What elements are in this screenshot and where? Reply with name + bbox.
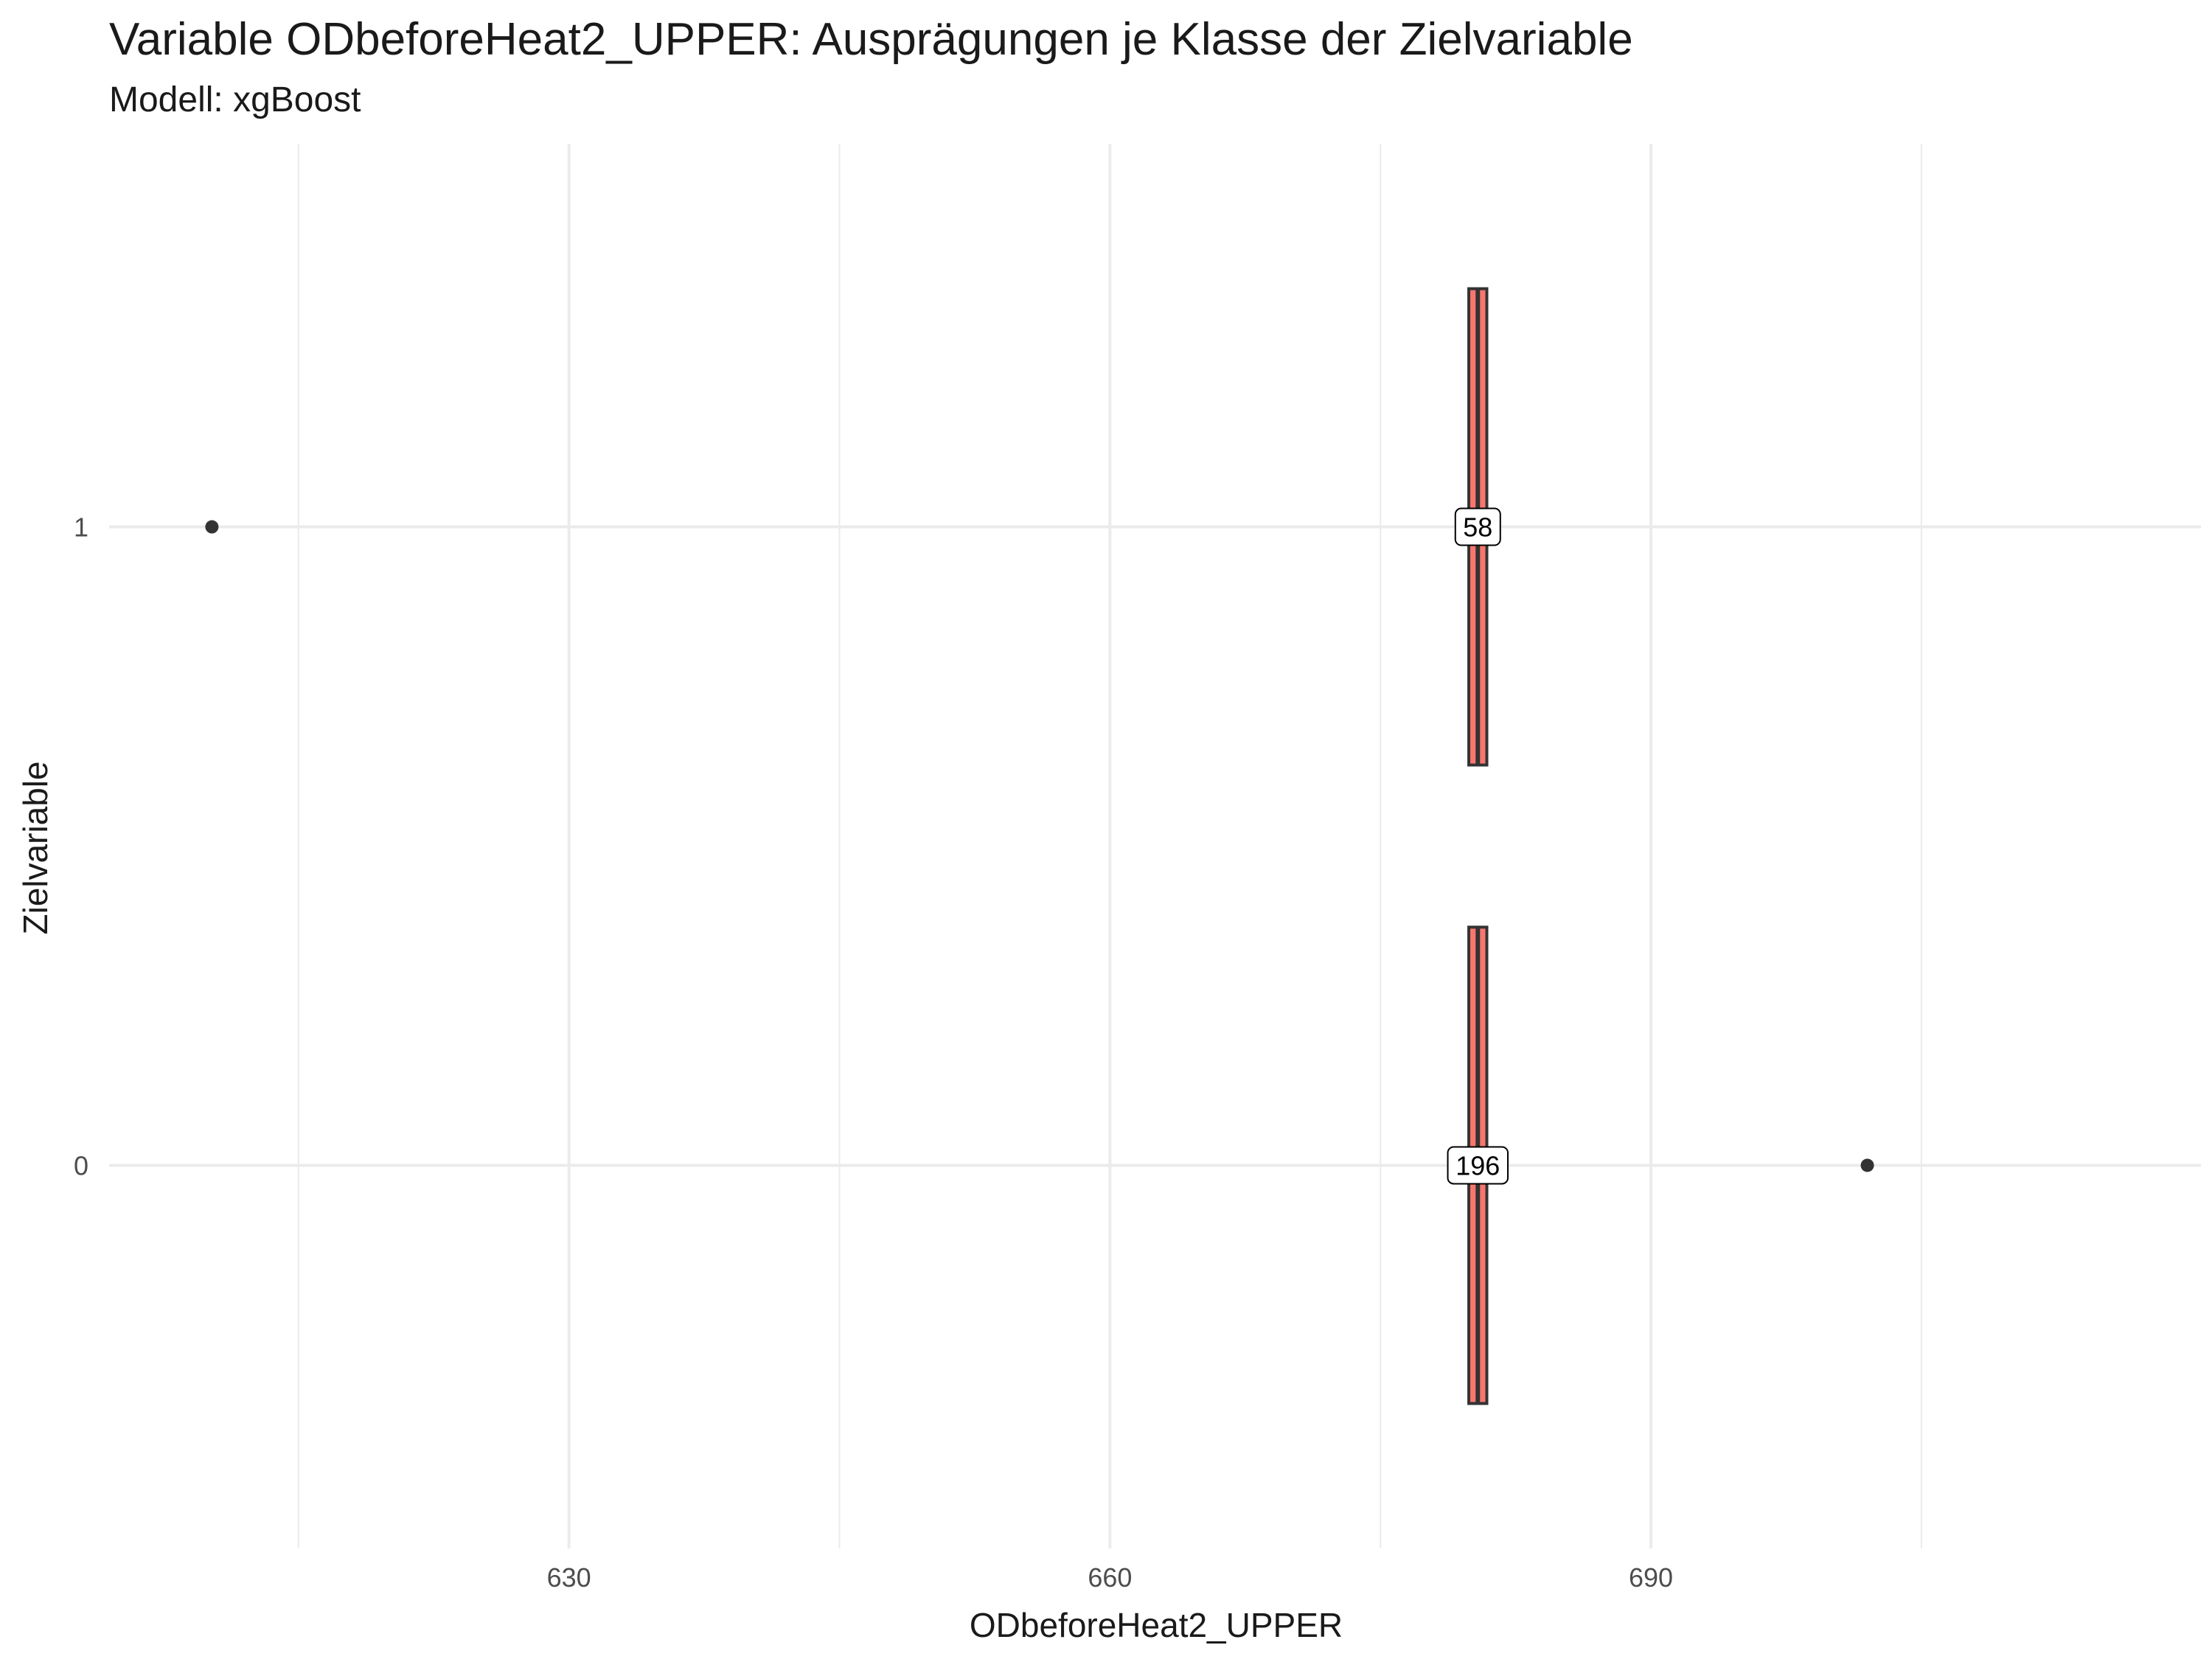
box-group: 58 xyxy=(205,287,1501,767)
x-tick-label: 690 xyxy=(1629,1562,1673,1593)
chart-subtitle: Modell: xgBoost xyxy=(109,80,361,119)
count-label: 196 xyxy=(1455,1150,1500,1180)
x-tick-label: 660 xyxy=(1088,1562,1132,1593)
chart-title: Variable ODbeforeHeat2_UPPER: Ausprägung… xyxy=(109,14,1633,65)
outlier-point xyxy=(205,520,219,534)
y-tick-label: 0 xyxy=(74,1150,88,1180)
outlier-point xyxy=(1860,1158,1874,1172)
count-label-box xyxy=(1454,507,1501,546)
box-layer: 196 58 xyxy=(205,287,1874,1405)
x-tick-label: 630 xyxy=(547,1562,591,1593)
tick-labels: 630 660 690 0 1 xyxy=(74,512,1673,1593)
x-axis-title: ODbeforeHeat2_UPPER xyxy=(970,1606,1343,1644)
box-group: 196 xyxy=(1447,925,1874,1405)
count-label: 58 xyxy=(1463,512,1492,543)
count-label-box xyxy=(1447,1146,1509,1185)
y-axis-title: Zielvariable xyxy=(16,761,55,934)
y-tick-label: 1 xyxy=(74,512,88,543)
grid-lines xyxy=(109,144,2201,1548)
